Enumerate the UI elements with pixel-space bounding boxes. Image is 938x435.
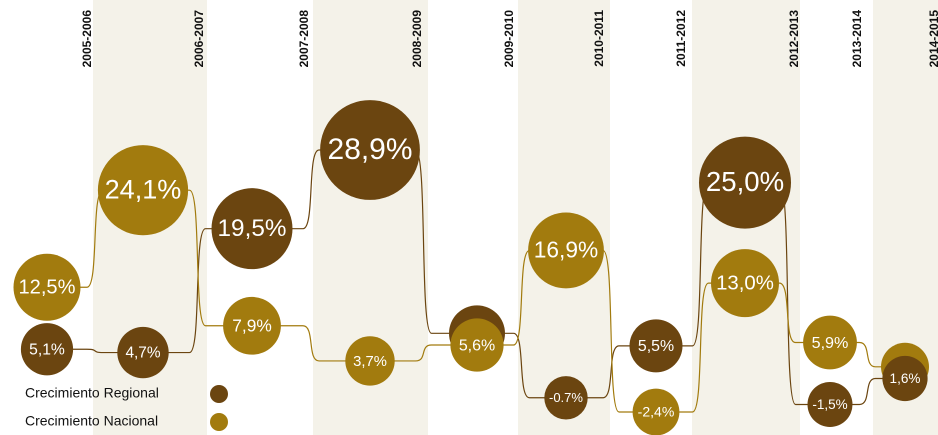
period-label: 2012-2013 xyxy=(787,10,801,68)
lines xyxy=(47,149,905,413)
bubble xyxy=(13,253,81,321)
legend-label: Crecimiento Regional xyxy=(25,385,159,401)
bubble xyxy=(882,355,928,402)
bubble xyxy=(97,145,189,236)
bubble xyxy=(807,381,853,427)
value-label: 3,7% xyxy=(353,354,387,370)
value-label: 24,1% xyxy=(105,174,182,204)
period-label: 2008-2009 xyxy=(410,10,424,68)
period-label: 2007-2008 xyxy=(297,10,311,68)
period-label: 2014-2015 xyxy=(927,10,938,68)
period-label: 2010-2011 xyxy=(592,10,606,67)
value-label: -0.7% xyxy=(549,390,583,405)
series-line xyxy=(47,149,905,406)
value-label: 1,6% xyxy=(890,371,921,386)
period-label: 2005-2006 xyxy=(80,10,94,68)
legend-swatch xyxy=(210,413,228,431)
bubbles: 12,5%5,1%24,1%4,7%19,5%7,9%28,9%3,7%7,0%… xyxy=(13,100,929,435)
value-label: 13,0% xyxy=(716,272,774,294)
bubble xyxy=(711,249,779,318)
bubble xyxy=(803,315,857,370)
value-label: 28,9% xyxy=(328,133,413,166)
value-label: 25,0% xyxy=(706,166,784,197)
bubble xyxy=(20,323,74,376)
bubble xyxy=(345,336,395,386)
value-label: 19,5% xyxy=(218,215,287,242)
value-label: 5,1% xyxy=(29,341,65,358)
period-label: 2011-2012 xyxy=(674,10,688,67)
bubble xyxy=(544,376,588,420)
period-label: 2006-2007 xyxy=(192,10,206,68)
value-label: 5,5% xyxy=(638,338,674,355)
bubble xyxy=(320,100,420,200)
legend-label: Crecimiento Nacional xyxy=(25,413,158,429)
period-label: 2013-2014 xyxy=(850,10,864,68)
value-label: 4,7% xyxy=(125,345,160,362)
bubble xyxy=(699,136,791,229)
value-label: 16,9% xyxy=(534,236,598,262)
value-label: -2,4% xyxy=(638,404,675,420)
period-label: 2009-2010 xyxy=(502,10,516,68)
bubble xyxy=(450,318,504,372)
series-line xyxy=(47,189,905,413)
bubble xyxy=(528,212,604,289)
value-label: 5,9% xyxy=(812,334,849,352)
bubble xyxy=(629,319,683,373)
value-label: 5,6% xyxy=(459,337,495,354)
value-label: -1,5% xyxy=(812,397,847,412)
legend-swatch xyxy=(210,385,228,403)
bubble xyxy=(632,388,680,435)
value-label: 7,9% xyxy=(232,315,272,335)
bubble xyxy=(117,326,169,379)
value-label: 12,5% xyxy=(19,277,76,299)
bubble xyxy=(211,188,293,270)
bubble xyxy=(223,296,281,355)
